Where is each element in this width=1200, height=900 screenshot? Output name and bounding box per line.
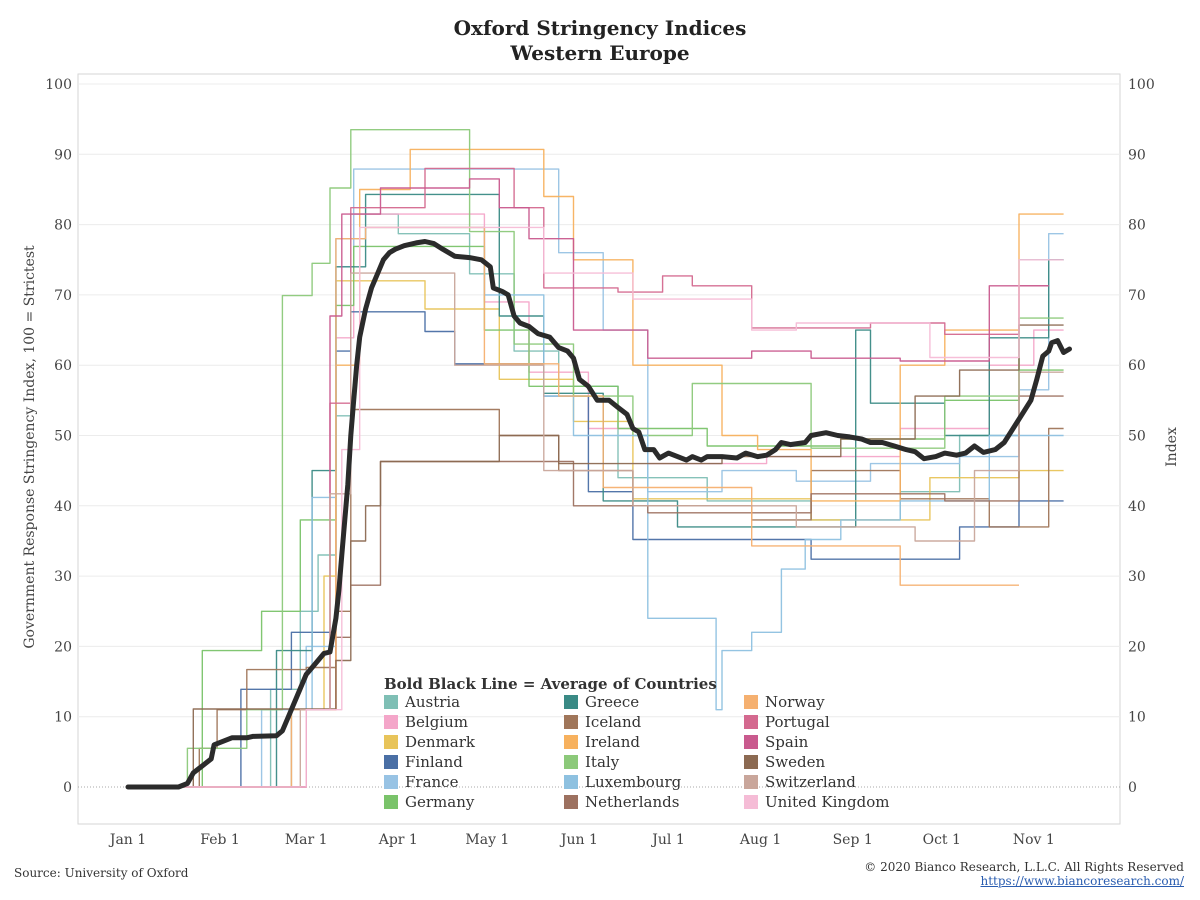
y-right-tick-label: 30 — [1128, 569, 1146, 585]
legend-swatch — [384, 795, 398, 809]
y-left-tick-label: 20 — [54, 639, 72, 655]
y-right-tick-label: 0 — [1128, 780, 1137, 796]
legend-label: United Kingdom — [765, 793, 890, 811]
y-axis-left-title: Government Response Stringency Index, 10… — [22, 245, 38, 649]
legend: Bold Black Line = Average of Countries A… — [384, 675, 890, 811]
legend-label: Sweden — [765, 753, 825, 771]
legend-label: Finland — [405, 753, 463, 771]
legend-swatch — [744, 735, 758, 749]
legend-swatch — [384, 775, 398, 789]
x-tick-label: Jul 1 — [650, 832, 684, 848]
legend-swatch — [384, 715, 398, 729]
y-left-tick-label: 50 — [54, 429, 72, 445]
x-tick-label: Oct 1 — [923, 832, 961, 848]
legend-title: Bold Black Line = Average of Countries — [384, 675, 717, 693]
source-note: Source: University of Oxford — [14, 866, 189, 880]
plot-area-frame — [77, 73, 1121, 825]
legend-swatch — [564, 795, 578, 809]
legend-swatch — [564, 735, 578, 749]
x-tick-label: May 1 — [465, 832, 509, 848]
y-axis-right-title: Index — [1164, 427, 1180, 467]
y-right-tick-label: 80 — [1128, 218, 1146, 234]
chart-title-line1: Oxford Stringency Indices — [453, 16, 747, 40]
average-series-line — [125, 239, 1072, 790]
legend-label: Portugal — [765, 713, 830, 731]
y-right-tick-label: 20 — [1128, 639, 1146, 655]
legend-swatch — [384, 755, 398, 769]
series-line-greece — [128, 193, 1064, 788]
y-right-tick-label: 60 — [1128, 358, 1146, 374]
legend-label: Germany — [405, 793, 475, 811]
legend-swatch — [384, 735, 398, 749]
legend-label: Iceland — [585, 713, 642, 731]
legend-label: Italy — [585, 753, 620, 771]
x-tick-label: Aug 1 — [739, 832, 781, 848]
y-left-tick-label: 30 — [54, 569, 72, 585]
y-left-tick-label: 0 — [63, 780, 72, 796]
legend-swatch — [744, 695, 758, 709]
x-tick-label: Mar 1 — [285, 832, 328, 848]
series-line-average — [125, 239, 1072, 790]
legend-items: Austria Belgium Denmark Finland France German… — [384, 693, 890, 811]
series-line-germany — [128, 245, 1064, 788]
legend-swatch — [744, 715, 758, 729]
legend-swatch — [744, 755, 758, 769]
y-left-tick-label: 100 — [45, 77, 72, 93]
series-line-spain — [128, 178, 1049, 788]
legend-swatch — [564, 695, 578, 709]
x-tick-label: Jun 1 — [559, 832, 598, 848]
legend-swatch — [564, 755, 578, 769]
y-left-tick-label: 90 — [54, 147, 72, 163]
x-tick-label: Jan 1 — [108, 832, 146, 848]
chart-title: Oxford Stringency Indices Western Europe — [0, 16, 1200, 66]
series-line-ireland — [128, 148, 1064, 788]
legend-swatch — [744, 775, 758, 789]
legend-label: Switzerland — [765, 773, 856, 791]
legend-label: Netherlands — [585, 793, 679, 811]
x-axis-ticks: Jan 1 Feb 1 Mar 1 Apr 1 May 1 Jun 1 Jul 1 Aug 1… — [108, 832, 1055, 848]
legend-label: Ireland — [585, 733, 640, 751]
legend-label: Spain — [765, 733, 809, 751]
x-tick-label: Apr 1 — [378, 832, 418, 848]
y-left-tick-label: 60 — [54, 358, 72, 374]
y-right-tick-label: 90 — [1128, 147, 1146, 163]
y-left-tick-label: 10 — [54, 710, 72, 726]
y-left-tick-label: 70 — [54, 288, 72, 304]
y-left-tick-label: 80 — [54, 218, 72, 234]
gridlines — [78, 83, 1120, 788]
y-right-tick-label: 100 — [1128, 77, 1155, 93]
legend-label: Luxembourg — [585, 773, 682, 791]
copyright-block: © 2020 Bianco Research, L.L.C. All Right… — [864, 860, 1184, 888]
y-right-tick-label: 70 — [1128, 288, 1146, 304]
legend-swatch — [384, 695, 398, 709]
legend-label: Belgium — [405, 713, 468, 731]
x-tick-label: Feb 1 — [200, 832, 240, 848]
chart-title-line2: Western Europe — [510, 41, 690, 65]
y-right-tick-label: 50 — [1128, 429, 1146, 445]
legend-swatch — [744, 795, 758, 809]
legend-swatch — [564, 775, 578, 789]
legend-label: Austria — [404, 693, 460, 711]
legend-label: France — [405, 773, 459, 791]
y-axis-left-ticks: 0 10 20 30 40 50 60 70 80 90 100 — [45, 77, 72, 796]
copyright-text: © 2020 Bianco Research, L.L.C. All Right… — [864, 860, 1184, 874]
legend-label: Greece — [585, 693, 639, 711]
x-tick-label: Nov 1 — [1013, 832, 1055, 848]
legend-label: Denmark — [405, 733, 476, 751]
series-line-sweden — [128, 324, 1064, 788]
y-right-tick-label: 40 — [1128, 499, 1146, 515]
series-line-switzerland — [128, 272, 1064, 788]
website-link[interactable]: https://www.biancoresearch.com/ — [980, 874, 1184, 888]
legend-swatch — [564, 715, 578, 729]
y-axis-right-ticks: 0 10 20 30 40 50 60 70 80 90 100 — [1128, 77, 1155, 796]
series-line-united-kingdom — [128, 226, 1064, 788]
y-left-tick-label: 40 — [54, 499, 72, 515]
x-tick-label: Sep 1 — [833, 832, 873, 848]
y-right-tick-label: 10 — [1128, 710, 1146, 726]
legend-label: Norway — [765, 693, 825, 711]
series-line-denmark — [128, 280, 1064, 788]
